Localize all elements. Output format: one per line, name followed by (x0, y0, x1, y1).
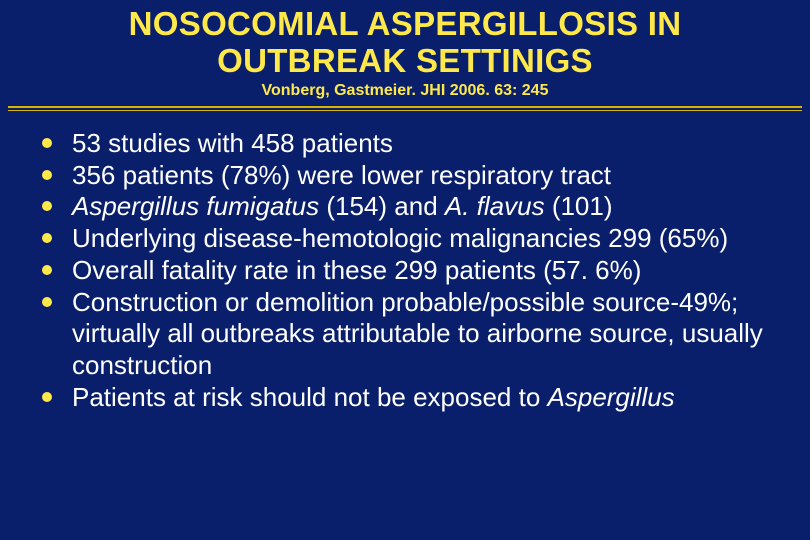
title-line-1: NOSOCOMIAL ASPERGILLOSIS IN (129, 5, 682, 42)
bullet-item: Aspergillus fumigatus (154) and A. flavu… (28, 191, 782, 223)
bullet-text-segment: 53 studies with 458 patients (72, 128, 393, 158)
bullet-item: Patients at risk should not be exposed t… (28, 382, 782, 414)
bullet-text-segment: (154) and (319, 191, 445, 221)
bullet-text-segment: Aspergillus (548, 382, 675, 412)
divider-line-thin (8, 110, 802, 111)
bullet-text-segment: Construction or demolition probable/poss… (72, 287, 763, 380)
title-block: NOSOCOMIAL ASPERGILLOSIS IN OUTBREAK SET… (0, 0, 810, 100)
bullet-text-segment: Underlying disease-hemotologic malignanc… (72, 223, 728, 253)
bullet-list: 53 studies with 458 patients356 patients… (28, 128, 782, 413)
slide: NOSOCOMIAL ASPERGILLOSIS IN OUTBREAK SET… (0, 0, 810, 540)
title-line-2: OUTBREAK SETTINIGS (217, 42, 593, 79)
bullet-text-segment: (101) (545, 191, 613, 221)
bullet-item: Construction or demolition probable/poss… (28, 287, 782, 382)
divider (0, 106, 810, 114)
bullet-item: 53 studies with 458 patients (28, 128, 782, 160)
bullet-text-segment: Patients at risk should not be exposed t… (72, 382, 548, 412)
slide-title: NOSOCOMIAL ASPERGILLOSIS IN OUTBREAK SET… (40, 6, 770, 80)
slide-citation: Vonberg, Gastmeier. JHI 2006. 63: 245 (0, 82, 810, 100)
bullet-text-segment: A. flavus (445, 191, 545, 221)
body: 53 studies with 458 patients356 patients… (0, 114, 810, 413)
bullet-item: Underlying disease-hemotologic malignanc… (28, 223, 782, 255)
divider-line-thick (8, 106, 802, 108)
bullet-item: 356 patients (78%) were lower respirator… (28, 160, 782, 192)
bullet-text-segment: Overall fatality rate in these 299 patie… (72, 255, 641, 285)
bullet-item: Overall fatality rate in these 299 patie… (28, 255, 782, 287)
bullet-text-segment: Aspergillus fumigatus (72, 191, 319, 221)
bullet-text-segment: 356 patients (78%) were lower respirator… (72, 160, 611, 190)
